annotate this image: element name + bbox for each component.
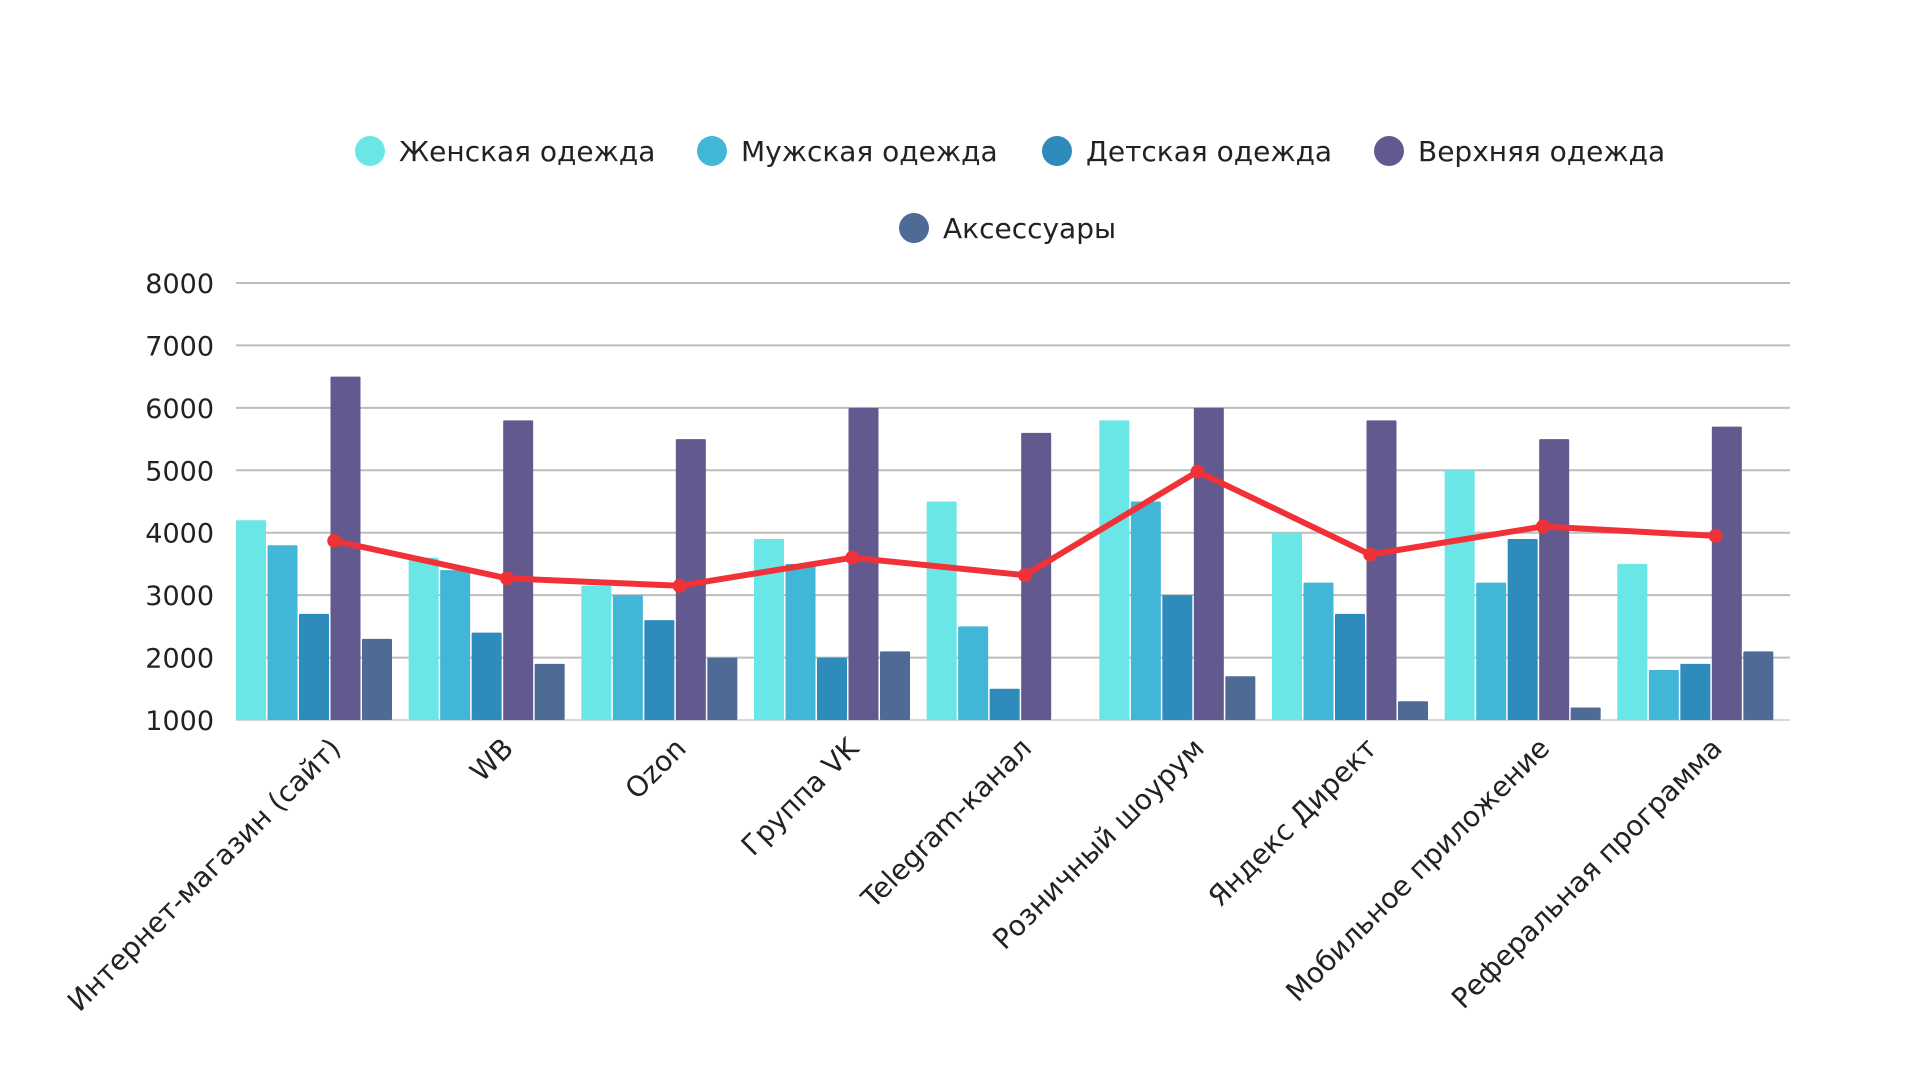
bar	[362, 638, 392, 720]
bar	[299, 613, 329, 720]
bar	[1398, 701, 1428, 720]
line-point	[1708, 528, 1723, 543]
line-point	[499, 571, 514, 586]
y-tick-label: 6000	[145, 394, 214, 425]
y-tick-label: 5000	[145, 456, 214, 487]
bar	[330, 376, 361, 720]
bar	[1617, 563, 1648, 720]
line-point	[1190, 464, 1205, 479]
legend-marker	[899, 213, 929, 243]
bar	[408, 557, 439, 720]
bar	[1539, 439, 1570, 720]
bar	[236, 520, 266, 720]
bar	[1335, 613, 1365, 720]
bar	[581, 585, 612, 720]
x-tick-label: Telegram-канал	[854, 732, 1038, 916]
line-point	[1017, 568, 1032, 583]
x-tick-label: Группа VK	[735, 731, 866, 862]
bar	[1711, 426, 1742, 720]
x-tick-label: Яндекс Директ	[1202, 732, 1384, 914]
bar	[471, 632, 502, 720]
y-tick-label: 3000	[145, 581, 214, 612]
y-tick-label: 8000	[145, 269, 214, 300]
bar	[440, 570, 471, 720]
bar	[754, 538, 784, 720]
bar	[534, 663, 565, 720]
y-tick-label: 1000	[145, 706, 214, 737]
y-tick-label: 7000	[145, 331, 214, 362]
bar	[817, 657, 847, 720]
bar	[1130, 501, 1161, 720]
x-tick-label: Реферальная программа	[1445, 732, 1729, 1016]
legend-label: Детская одежда	[1086, 135, 1332, 168]
bar	[848, 407, 879, 720]
bar	[675, 439, 706, 720]
bar	[1099, 420, 1130, 720]
bar	[1743, 651, 1774, 720]
line-point	[327, 533, 342, 548]
bar	[1648, 670, 1679, 720]
legend-label: Мужская одежда	[741, 135, 998, 168]
line-point	[672, 578, 687, 593]
bar	[707, 657, 738, 720]
line-point	[845, 550, 860, 565]
bar	[989, 688, 1020, 720]
bar	[1570, 707, 1601, 720]
bar	[1303, 582, 1334, 720]
bar	[267, 545, 298, 720]
legend-marker	[1042, 136, 1072, 166]
x-tick-label: Ozon	[619, 732, 693, 806]
bar	[1021, 432, 1052, 720]
bar	[644, 620, 675, 720]
bar	[785, 563, 816, 720]
bar	[958, 626, 989, 720]
bar	[926, 501, 957, 720]
bar	[1444, 470, 1475, 720]
bar	[1366, 420, 1397, 720]
line-point	[1535, 519, 1550, 534]
legend-marker	[355, 136, 385, 166]
bar	[503, 420, 534, 720]
bar	[880, 651, 910, 720]
bar	[1680, 663, 1711, 720]
legend-label: Верхняя одежда	[1418, 135, 1665, 168]
legend-label: Женская одежда	[399, 135, 655, 168]
x-tick-label: WB	[463, 732, 520, 789]
bar	[1507, 538, 1538, 720]
line-point	[1363, 547, 1378, 562]
bar	[1193, 407, 1224, 720]
bar	[1162, 595, 1193, 720]
bar	[1272, 532, 1302, 720]
bar	[612, 595, 643, 720]
y-tick-label: 2000	[145, 644, 214, 675]
y-tick-label: 4000	[145, 519, 214, 550]
x-tick-label: Интернет-магазин (сайт)	[61, 732, 347, 1018]
legend-label: Аксессуары	[943, 212, 1116, 245]
bar	[1225, 676, 1256, 720]
legend-marker	[1374, 136, 1404, 166]
bar	[1476, 582, 1507, 720]
legend-marker	[697, 136, 727, 166]
